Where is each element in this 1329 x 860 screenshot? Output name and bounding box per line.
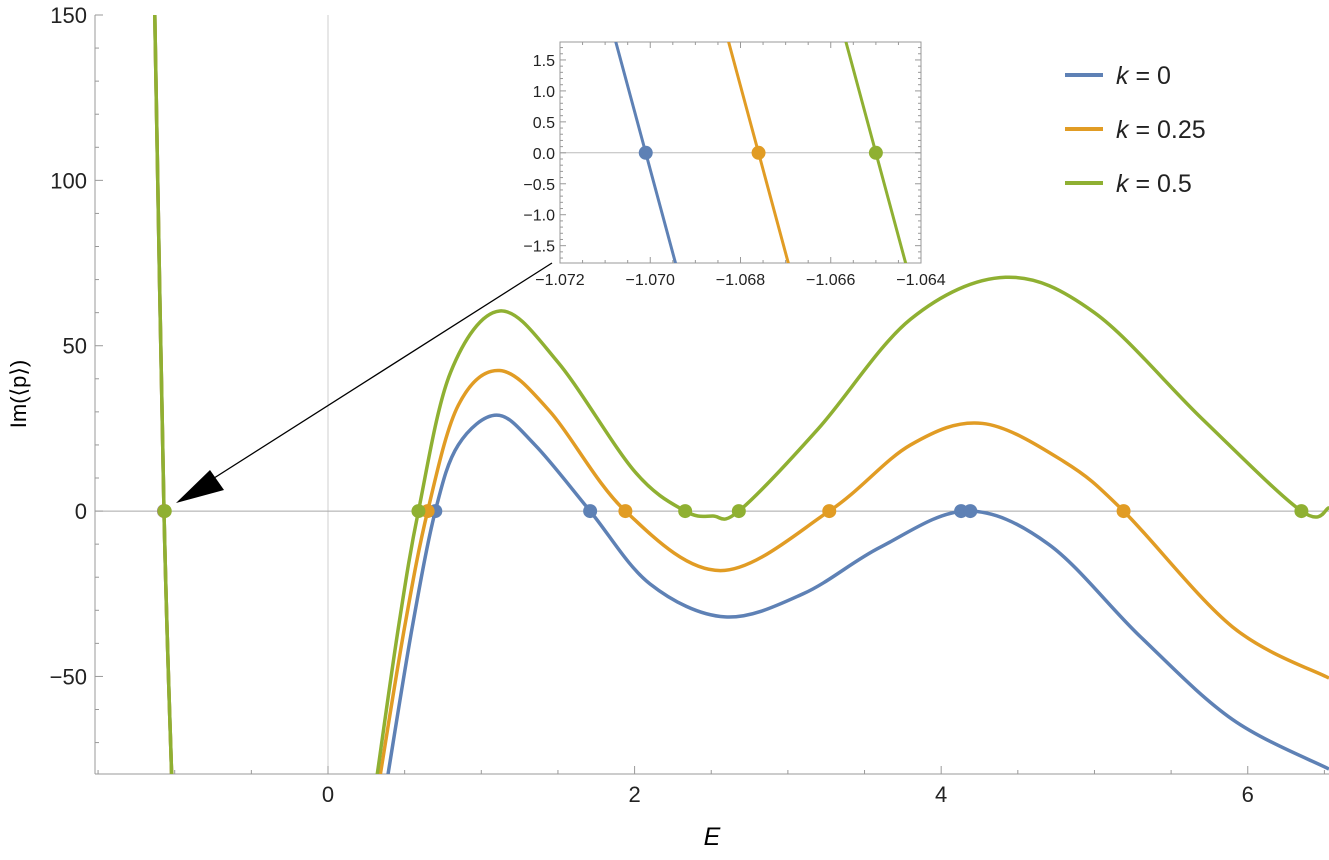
plot-frame (94, 15, 1329, 775)
legend-label: k = 0 (1116, 62, 1171, 90)
zero-point (1116, 504, 1131, 519)
x-tick-label: 6 (1242, 782, 1254, 807)
inset-y-tick-label: 0.0 (533, 146, 555, 163)
zero-point (822, 504, 837, 519)
zero-point (678, 504, 693, 519)
zero-point (731, 504, 746, 519)
inset-zero-point (751, 145, 766, 160)
inset-x-tick-label: −1.070 (626, 272, 675, 289)
x-tick-label: 4 (935, 782, 947, 807)
inset-y-tick-label: −1.5 (523, 239, 555, 256)
inset-y-tick-label: 0.5 (533, 115, 555, 132)
arrowhead (176, 470, 224, 503)
inset-zero-point (868, 145, 883, 160)
zoom-arrow (176, 262, 553, 503)
inset-plot: −1.072 −1.070 −1.068 −1.066 −1.064 1.5 1.0 0.5 0… (523, 41, 946, 289)
inset-y-tick-label: 1.0 (533, 84, 555, 101)
series-k-0-line (386, 413, 1329, 774)
series-layer (153, 15, 1329, 774)
axis-ticks: 0 2 4 6 150 100 50 0 −50 (50, 3, 1325, 807)
series-k-0_5-left-branch (153, 15, 174, 774)
y-tick-label: 0 (75, 499, 87, 524)
inset-y-tick-label: −0.5 (523, 177, 555, 194)
zero-markers (156, 504, 1309, 519)
inset-x-tick-label: −1.068 (716, 272, 765, 289)
zero-point (618, 504, 633, 519)
y-tick-label: −50 (50, 664, 87, 689)
zero-point (583, 504, 598, 519)
inset-x-tick-label: −1.066 (806, 272, 855, 289)
inset-y-tick-label: 1.5 (533, 53, 555, 70)
x-tick-label: 0 (322, 782, 334, 807)
y-axis-label: Im(⟨p⟩) (6, 360, 31, 429)
y-tick-label: 100 (50, 168, 87, 193)
legend: k = 0 k = 0.25 k = 0.5 (1065, 62, 1206, 198)
series-k-0_5-line (375, 275, 1329, 774)
inset-x-tick-label: −1.064 (896, 272, 945, 289)
y-tick-label: 50 (63, 334, 87, 359)
zero-point (963, 504, 978, 519)
zero-point (157, 504, 172, 519)
x-axis-label: E (704, 823, 721, 851)
inset-x-tick-label: −1.072 (535, 272, 584, 289)
y-tick-label: 150 (50, 3, 87, 28)
zero-point (1294, 504, 1309, 519)
series-k-0_25-line (378, 368, 1329, 774)
arrow-line (199, 262, 553, 488)
zero-point (411, 504, 426, 519)
inset-y-tick-label: −1.0 (523, 208, 555, 225)
x-tick-label: 2 (628, 782, 640, 807)
legend-label: k = 0.5 (1116, 170, 1192, 198)
legend-label: k = 0.25 (1116, 116, 1206, 144)
inset-zero-point (638, 145, 653, 160)
